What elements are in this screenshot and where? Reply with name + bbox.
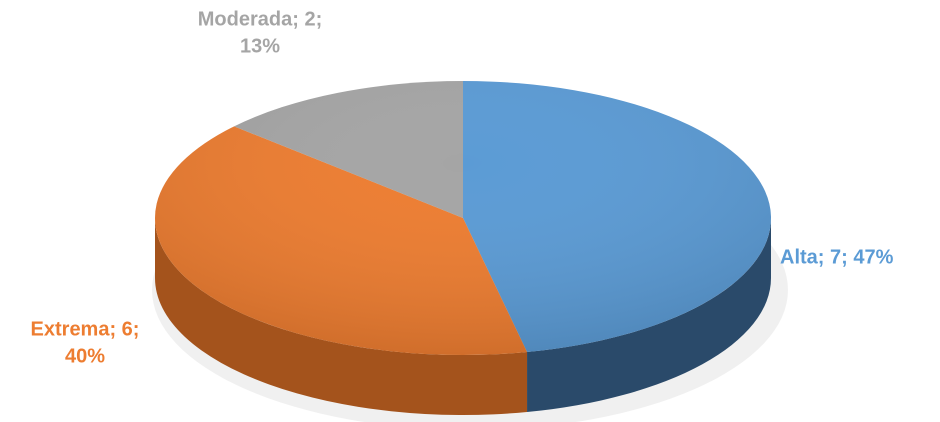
data-label: Extrema; 6;	[31, 318, 140, 340]
slice-side	[527, 218, 771, 413]
data-label: Moderada; 2;	[198, 8, 322, 30]
slice-side	[154, 218, 528, 416]
data-label: Alta; 7; 47%	[780, 246, 894, 268]
data-label: 40%	[65, 345, 105, 367]
data-label: 13%	[240, 35, 280, 57]
